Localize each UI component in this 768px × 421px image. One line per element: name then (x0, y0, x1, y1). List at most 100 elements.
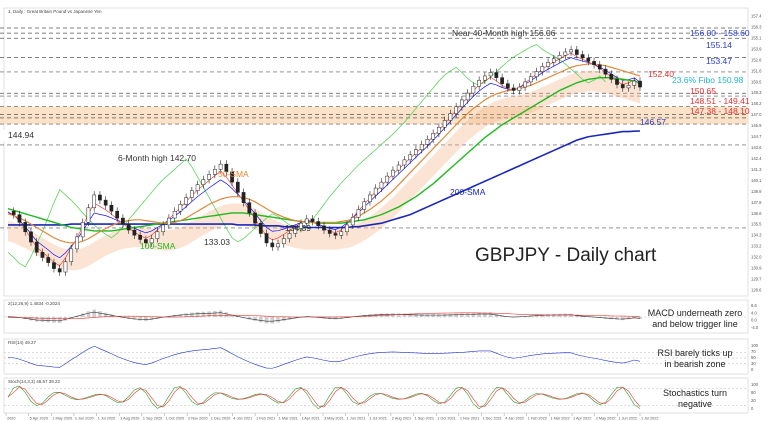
candle-body (379, 181, 384, 189)
price-tick-label: 128.6 (751, 288, 762, 293)
candle-body (454, 106, 458, 114)
rsi-line (7, 345, 641, 369)
macd-histogram-bar (609, 317, 614, 320)
candle-body (385, 175, 390, 183)
macd-histogram-bar (40, 317, 45, 322)
time-tick-label: 1 Mar 2021 (279, 417, 298, 421)
macd-histogram-bar (534, 314, 539, 317)
candle-body (442, 120, 447, 128)
chart-annotation: 152.40 (648, 69, 674, 79)
candle-body (362, 201, 367, 210)
candle-body (57, 268, 62, 273)
macd-header: 2(12,26,9) 1.4834 -0.2024 (8, 301, 61, 306)
candle-body (322, 225, 326, 231)
candle-body (615, 79, 619, 85)
candle-body (190, 190, 194, 198)
macd-histogram-bar (465, 313, 470, 317)
candle-body (597, 64, 602, 70)
candle-body (218, 163, 223, 170)
macd-histogram-bar (98, 311, 102, 317)
macd-histogram-bar (178, 313, 183, 317)
time-tick-label: 1 Jul 2020 (98, 417, 116, 421)
candle-body (414, 149, 418, 155)
candle-body (270, 242, 275, 248)
macd-panel: 2(12,26,9) 1.4834 -0.2024 6.64.00.0-4.0 … (3, 299, 759, 334)
price-tick-label: 137.8 (751, 200, 762, 205)
note-line: Stochastics turn (663, 388, 727, 398)
macd-histogram-bar (201, 311, 206, 317)
macd-histogram-bar (218, 310, 223, 317)
macd-histogram-bar (195, 312, 200, 317)
time-tick-label: 1 Oct 2021 (437, 417, 456, 421)
chart-title: GBPJPY - Daily chart (475, 245, 657, 266)
candle-body (574, 49, 579, 55)
chart-annotation: Near 40-Month high 156.06 (452, 28, 556, 38)
candle-body (419, 144, 424, 150)
macd-histogram-bar (281, 317, 286, 321)
candle-body (258, 222, 263, 234)
candle-body (431, 133, 436, 140)
macd-histogram-bar (488, 312, 493, 317)
candle-body (310, 218, 315, 222)
candle-body (551, 58, 556, 63)
chart-annotation: 134.39 (285, 223, 311, 233)
indicator-tick-label: 100 (751, 343, 759, 348)
candle-body (304, 218, 309, 224)
candle-body (603, 68, 608, 75)
candle-body (327, 229, 332, 234)
macd-histogram-bar (546, 314, 550, 317)
candle-body (86, 207, 91, 223)
chart-annotation: 146.57 (640, 117, 666, 127)
macd-histogram-bar (448, 313, 453, 317)
stochastics-panel-frame (3, 377, 749, 414)
candle-body (632, 80, 637, 86)
macd-histogram-bar (419, 313, 424, 317)
price-tick-label: 134.3 (751, 233, 762, 238)
macd-histogram-bar (253, 317, 257, 321)
price-tick-label: 135.5 (751, 222, 762, 227)
candle-body (356, 209, 361, 218)
candle-body (80, 222, 85, 238)
macd-histogram-bar (368, 314, 372, 317)
note-line: negative (678, 399, 712, 409)
macd-histogram-bar (425, 314, 430, 317)
candle-body (373, 187, 378, 196)
macd-histogram-bar (247, 317, 252, 320)
time-tick-label: 2020 (7, 417, 15, 421)
time-tick-label: 2 Nov 2020 (188, 417, 207, 421)
macd-histogram-bar (172, 314, 177, 317)
macd-histogram-bar (184, 313, 188, 317)
candle-body (299, 222, 303, 229)
stochastics-axis: 100 80 20 0 (751, 382, 759, 411)
macd-histogram-bar (34, 317, 39, 322)
macd-histogram-bar (327, 317, 332, 320)
time-tick-label: 1 Apr 2022 (573, 417, 591, 421)
chart-annotation: 148.51 - 149.41 (690, 96, 750, 106)
macd-histogram-bar (103, 312, 108, 317)
ichimoku-cloud (8, 70, 640, 271)
macd-histogram-bar (132, 317, 137, 320)
candle-body (103, 199, 108, 206)
candle-body (569, 49, 573, 53)
candle-body (241, 192, 246, 203)
price-tick-label: 133.2 (751, 244, 762, 249)
note-line: in bearish zone (664, 359, 725, 369)
time-tick-label: 1 Mar 2022 (550, 417, 569, 421)
candle-body (528, 76, 533, 83)
macd-histogram-bar (46, 317, 51, 323)
sr-zone (0, 106, 748, 125)
macd-histogram-bar (396, 313, 401, 317)
time-tick-label: 2 Aug 2021 (392, 417, 411, 421)
macd-histogram-bar (431, 314, 435, 317)
candle-body (178, 204, 183, 212)
indicator-tick-label: 80 (751, 390, 756, 395)
time-tick-label: 2 May 2022 (596, 417, 616, 421)
candle-body (638, 80, 642, 88)
stochastics-body (4, 385, 748, 410)
chart-annotation: 100-SMA (140, 241, 176, 251)
macd-line (7, 311, 641, 322)
candle-body (253, 212, 257, 224)
candle-body (592, 61, 596, 66)
